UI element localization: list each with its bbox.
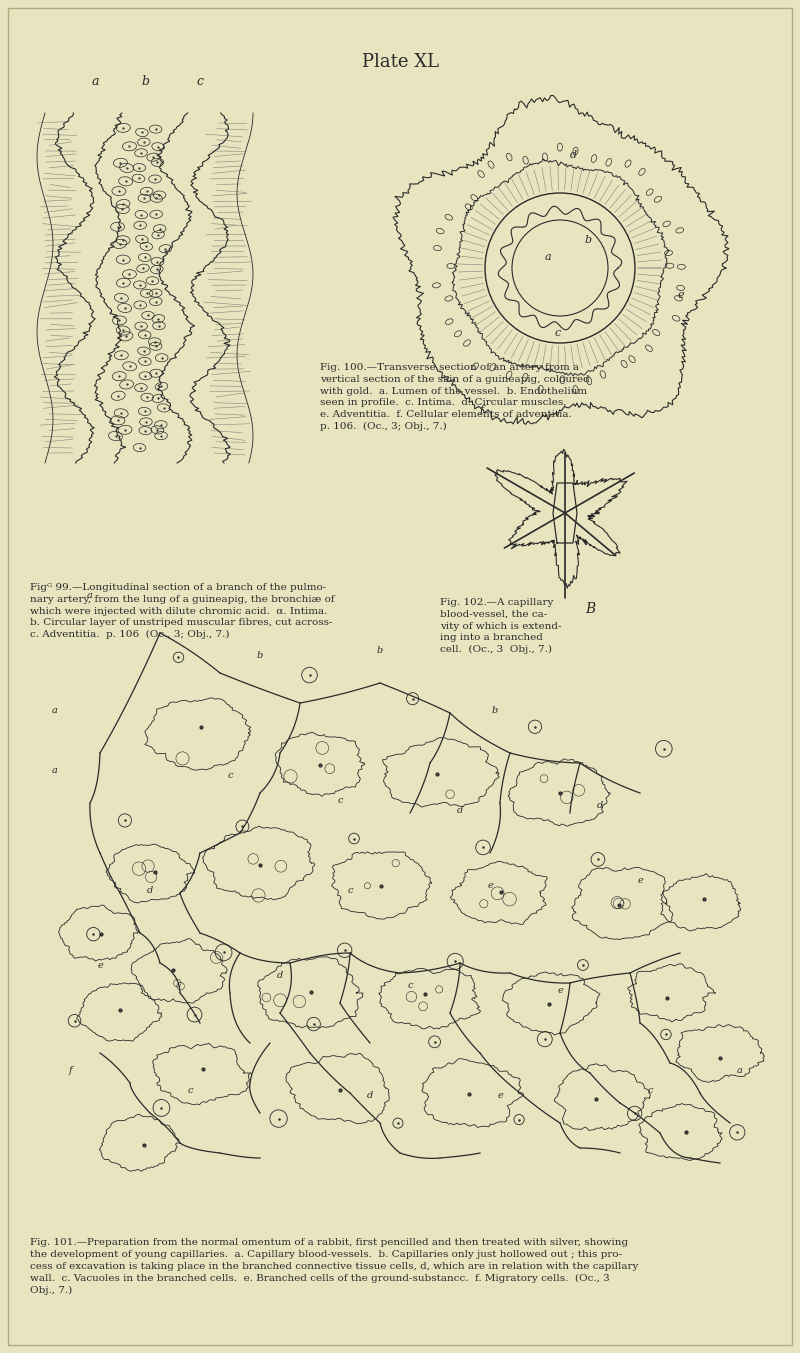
- Text: e: e: [497, 1091, 503, 1100]
- Text: a: a: [52, 706, 58, 714]
- Text: b: b: [257, 651, 263, 660]
- Text: Plate XL: Plate XL: [362, 53, 438, 70]
- Text: Fig. 101.—Preparation from the normal omentum of a rabbit, first pencilled and t: Fig. 101.—Preparation from the normal om…: [30, 1238, 638, 1295]
- Text: e: e: [637, 875, 643, 885]
- Text: Fig. 102.—A capillary
blood-vessel, the ca-
vity of which is extend-
ing into a : Fig. 102.—A capillary blood-vessel, the …: [440, 598, 562, 655]
- Text: a: a: [91, 74, 98, 88]
- Text: c: c: [407, 981, 413, 990]
- Text: f: f: [480, 405, 484, 415]
- Text: c: c: [647, 1086, 653, 1095]
- Text: c: c: [197, 74, 203, 88]
- Text: c: c: [227, 771, 233, 779]
- Circle shape: [512, 221, 608, 317]
- Text: e: e: [557, 986, 563, 994]
- Text: c: c: [187, 1086, 193, 1095]
- Text: c: c: [555, 327, 562, 338]
- Text: B: B: [585, 602, 595, 616]
- Text: d: d: [457, 806, 463, 815]
- Text: e: e: [678, 290, 685, 300]
- Text: b: b: [492, 706, 498, 714]
- Text: e: e: [97, 961, 103, 970]
- Text: a: a: [87, 591, 93, 599]
- Text: c: c: [338, 796, 342, 805]
- Text: Fig. 100.—Transverse section of an artery from a
vertical section of the skin of: Fig. 100.—Transverse section of an arter…: [320, 363, 590, 432]
- Text: a: a: [545, 252, 552, 262]
- Text: b: b: [585, 235, 592, 245]
- Text: e: e: [487, 881, 493, 890]
- Text: f: f: [68, 1066, 72, 1076]
- Text: Figᴳ 99.—Longitudinal section of a branch of the pulmo-
nary artery, from the lu: Figᴳ 99.—Longitudinal section of a branc…: [30, 583, 334, 640]
- Text: b: b: [377, 645, 383, 655]
- Text: a: a: [737, 1066, 743, 1076]
- Text: a: a: [52, 766, 58, 775]
- Text: c: c: [347, 886, 353, 894]
- Text: d: d: [367, 1091, 373, 1100]
- Text: d: d: [277, 971, 283, 980]
- Text: b: b: [141, 74, 149, 88]
- Text: d: d: [147, 886, 153, 894]
- Text: d: d: [597, 801, 603, 810]
- Text: d: d: [570, 150, 577, 160]
